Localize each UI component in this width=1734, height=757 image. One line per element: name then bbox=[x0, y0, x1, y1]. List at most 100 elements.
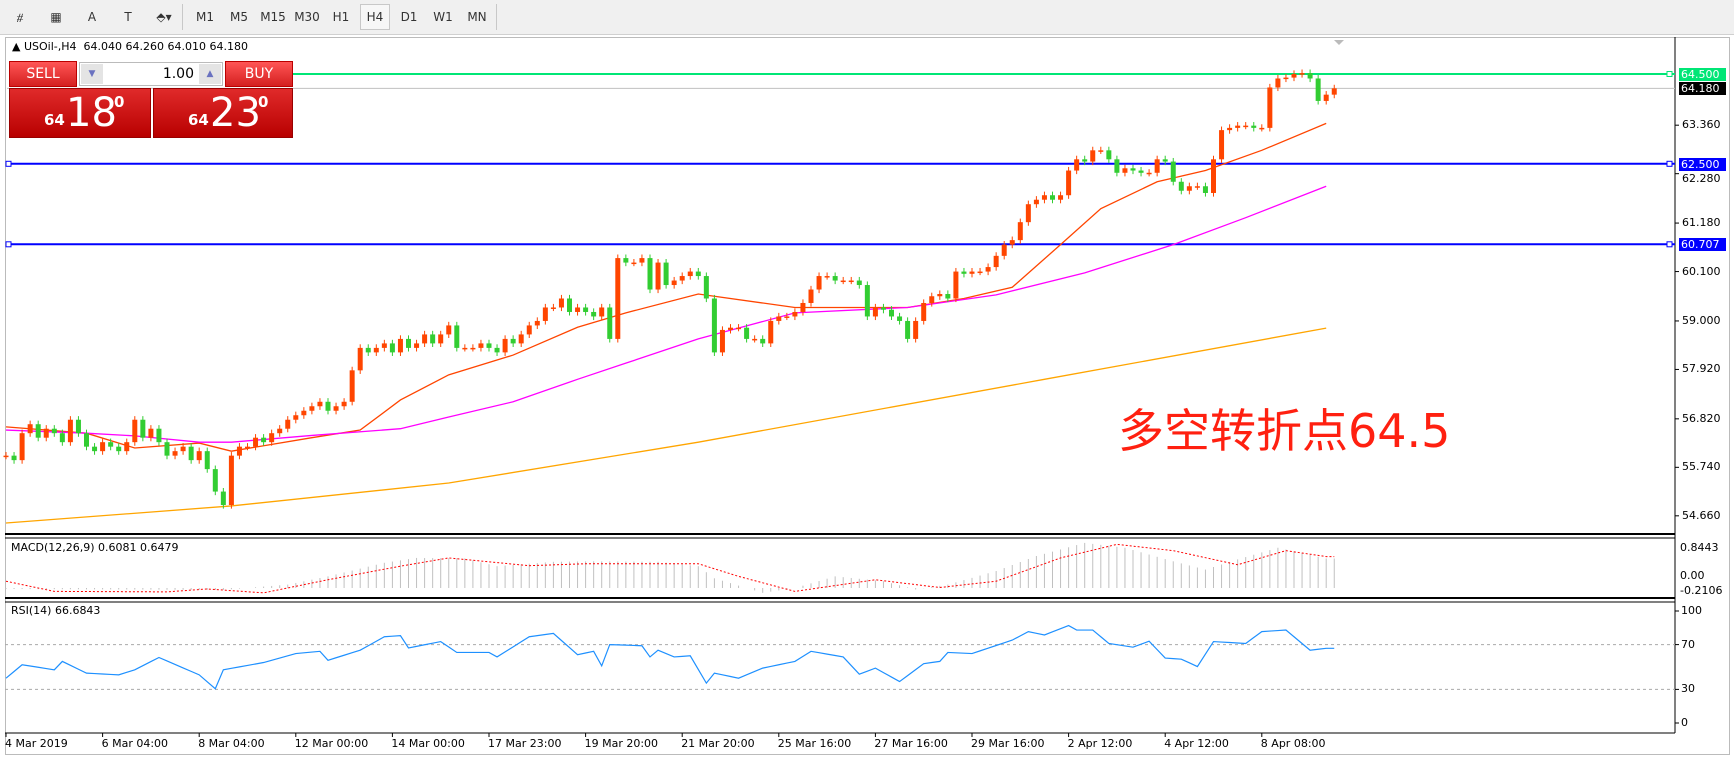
candle-body bbox=[1154, 159, 1160, 173]
candle-body bbox=[647, 258, 653, 290]
candle-body bbox=[438, 334, 444, 344]
time-axis-label: 8 Apr 08:00 bbox=[1260, 737, 1326, 750]
candle-body bbox=[784, 316, 790, 318]
timeframe-w1[interactable]: W1 bbox=[433, 10, 453, 24]
candle-body bbox=[977, 271, 983, 274]
toolbar-separator bbox=[182, 4, 183, 30]
candle-body bbox=[1202, 186, 1208, 193]
text-label-icon[interactable]: T bbox=[124, 10, 132, 24]
arrows-icon[interactable]: ⬘▾ bbox=[156, 10, 172, 24]
candle-body bbox=[59, 433, 65, 443]
time-axis-label: 25 Mar 16:00 bbox=[777, 737, 852, 750]
candle-body bbox=[905, 320, 911, 339]
candle-body bbox=[285, 419, 291, 429]
candle-body bbox=[389, 343, 395, 353]
timeframe-mn[interactable]: MN bbox=[467, 10, 487, 24]
level-price-tag: 64.500 bbox=[1679, 68, 1726, 81]
annotation-text[interactable]: 多空转折点64.5 bbox=[1118, 404, 1451, 458]
candle-body bbox=[1025, 204, 1031, 223]
candle-body bbox=[567, 298, 572, 312]
candle-body bbox=[1122, 168, 1128, 173]
candle-body bbox=[188, 446, 194, 461]
candle-body bbox=[180, 446, 186, 452]
rsi-axis-label: 100 bbox=[1681, 604, 1702, 617]
sell-price-button[interactable]: 64 18 0 bbox=[9, 88, 151, 138]
candle-body bbox=[1178, 181, 1184, 191]
candle-body bbox=[848, 280, 854, 283]
fibonacci-fan-icon[interactable]: ▦ bbox=[50, 10, 62, 24]
timeframe-m1[interactable]: M1 bbox=[196, 10, 214, 24]
timeframe-h1[interactable]: H1 bbox=[332, 10, 350, 24]
timeframe-d1[interactable]: D1 bbox=[400, 10, 418, 24]
candle-body bbox=[929, 296, 935, 303]
candle-body bbox=[1267, 87, 1273, 128]
candle-body bbox=[1050, 195, 1055, 200]
candle-body bbox=[349, 370, 355, 402]
candle-body bbox=[985, 267, 991, 272]
ohlc-values: 64.040 64.260 64.010 64.180 bbox=[83, 40, 248, 53]
buy-button[interactable]: BUY bbox=[225, 61, 293, 87]
fibonacci-expansion-icon[interactable]: ⧣ bbox=[16, 9, 24, 24]
candle-body bbox=[695, 271, 701, 277]
candle-body bbox=[27, 424, 33, 434]
candle-body bbox=[856, 280, 862, 286]
candle-body bbox=[864, 285, 870, 317]
candle-body bbox=[993, 255, 999, 268]
candle-body bbox=[11, 455, 17, 461]
candle-body bbox=[1291, 74, 1297, 78]
candle-body bbox=[1082, 159, 1088, 162]
candle-body bbox=[736, 327, 742, 330]
chart-window[interactable] bbox=[5, 37, 1730, 755]
candle-body bbox=[1130, 168, 1136, 171]
candle-body bbox=[824, 276, 830, 278]
timeframe-m15[interactable]: M15 bbox=[260, 10, 286, 24]
time-axis-label: 2 Apr 12:00 bbox=[1067, 737, 1133, 750]
candle-body bbox=[1259, 127, 1265, 130]
candle-body bbox=[261, 437, 267, 443]
candle-body bbox=[663, 262, 669, 286]
time-axis-label: 4 Mar 2019 bbox=[5, 737, 68, 750]
level-handle bbox=[1666, 71, 1673, 77]
text-icon[interactable]: A bbox=[87, 10, 97, 24]
candle-body bbox=[542, 307, 548, 321]
rsi-line bbox=[5, 624, 1335, 690]
timeframe-m30[interactable]: M30 bbox=[294, 10, 320, 24]
candle-body bbox=[333, 406, 339, 411]
sell-button[interactable]: SELL bbox=[9, 61, 77, 87]
candle-body bbox=[414, 343, 420, 348]
candle-body bbox=[43, 428, 49, 438]
candle-body bbox=[502, 338, 508, 353]
candle-body bbox=[872, 307, 878, 317]
buy-price-button[interactable]: 64 23 0 bbox=[153, 88, 293, 138]
moving-average-line bbox=[5, 327, 1327, 524]
time-axis-label: 14 Mar 00:00 bbox=[391, 737, 465, 750]
volume-increase-icon[interactable]: ▲ bbox=[199, 64, 221, 84]
candle-body bbox=[623, 258, 629, 263]
volume-input[interactable] bbox=[106, 65, 194, 83]
candle-body bbox=[196, 451, 202, 461]
candle-body bbox=[671, 280, 677, 286]
candle-body bbox=[317, 401, 323, 407]
candle-body bbox=[655, 262, 661, 290]
time-axis-label: 21 Mar 20:00 bbox=[681, 737, 755, 750]
candle-body bbox=[1275, 78, 1281, 88]
candle-body bbox=[832, 276, 838, 281]
candle-body bbox=[397, 338, 403, 353]
candle-body bbox=[301, 410, 307, 416]
candle-body bbox=[687, 271, 693, 277]
price-tick-label: 57.920 bbox=[1682, 362, 1721, 376]
candle-body bbox=[1170, 161, 1176, 182]
macd-axis-label: -0.2106 bbox=[1680, 584, 1723, 597]
timeframe-m5[interactable]: M5 bbox=[230, 10, 248, 24]
volume-decrease-icon[interactable]: ▼ bbox=[81, 64, 103, 84]
candle-body bbox=[1186, 186, 1192, 191]
moving-average-line bbox=[5, 122, 1327, 452]
candle-body bbox=[792, 311, 798, 317]
candle-body bbox=[277, 428, 283, 434]
rsi-label: RSI(14) 66.6843 bbox=[11, 604, 101, 617]
rsi-axis-label: 70 bbox=[1681, 637, 1695, 651]
candle-body bbox=[1017, 222, 1023, 241]
candle-body bbox=[518, 334, 524, 344]
timeframe-h4[interactable]: H4 bbox=[360, 4, 390, 30]
